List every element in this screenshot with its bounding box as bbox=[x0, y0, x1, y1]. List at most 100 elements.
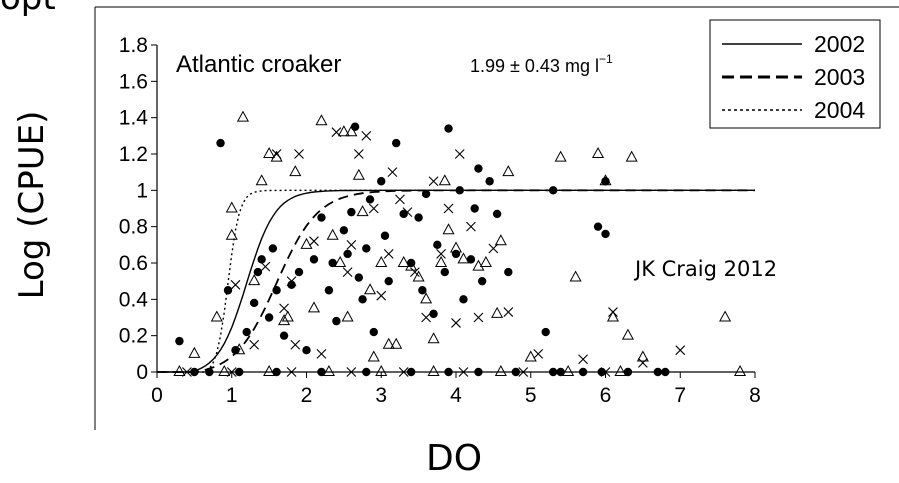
point-2002-30 bbox=[380, 231, 390, 240]
point-2004-26 bbox=[382, 337, 395, 349]
point-2002-47 bbox=[474, 164, 483, 173]
point-2003-19 bbox=[395, 194, 405, 205]
point-2004-29 bbox=[405, 259, 418, 271]
point-2003-43 bbox=[458, 367, 469, 377]
x-tick-label-0: 0 bbox=[151, 384, 163, 407]
threshold-annotation: 1.99 ± 0.43 mg l−1 bbox=[470, 52, 613, 76]
point-2002-16 bbox=[317, 213, 326, 222]
y-tick-label-9: 1.8 bbox=[119, 34, 148, 57]
point-2002-67 bbox=[444, 367, 453, 377]
y-tick-label-2: 0.4 bbox=[119, 288, 149, 311]
point-2002-6 bbox=[253, 267, 263, 277]
point-2004-15 bbox=[315, 114, 328, 126]
point-2002-1 bbox=[216, 138, 225, 148]
point-2002-40 bbox=[440, 267, 449, 277]
point-2004-11 bbox=[281, 310, 294, 322]
point-2004-14 bbox=[307, 301, 321, 313]
point-2003-40 bbox=[286, 367, 297, 377]
credit-text: JK Craig 2012 bbox=[635, 257, 778, 281]
chart-fit-curves bbox=[157, 189, 755, 373]
point-2004-24 bbox=[367, 350, 380, 362]
point-2003-15 bbox=[368, 203, 379, 214]
point-2004-27 bbox=[390, 337, 403, 349]
point-2002-17 bbox=[324, 286, 334, 295]
point-2002-7 bbox=[257, 255, 266, 264]
point-2002-33 bbox=[399, 209, 408, 219]
point-2003-4 bbox=[279, 303, 289, 314]
point-2002-38 bbox=[429, 309, 438, 319]
point-2004-8 bbox=[263, 146, 276, 158]
point-2003-31 bbox=[503, 307, 514, 317]
point-2002-18 bbox=[328, 258, 337, 268]
point-2004-23 bbox=[363, 283, 377, 295]
point-2003-37 bbox=[675, 345, 686, 356]
point-2004-55 bbox=[218, 364, 231, 376]
point-2003-1 bbox=[249, 339, 260, 350]
point-2004-5 bbox=[236, 110, 250, 122]
point-2004-58 bbox=[375, 364, 388, 376]
point-2002-57 bbox=[556, 367, 565, 377]
chart-annotations: Atlantic croaker 1.99 ± 0.43 mg l−1 bbox=[176, 51, 613, 78]
point-2004-16 bbox=[326, 228, 339, 240]
point-2004-0 bbox=[188, 346, 201, 358]
point-2004-2 bbox=[225, 201, 238, 213]
point-2003-23 bbox=[428, 176, 439, 187]
x-tick-label-2: 2 bbox=[301, 384, 313, 407]
point-2002-27 bbox=[365, 195, 375, 204]
point-2004-21 bbox=[352, 168, 365, 180]
point-2004-44 bbox=[554, 150, 567, 162]
point-2002-29 bbox=[377, 177, 386, 186]
point-2004-56 bbox=[263, 364, 276, 376]
point-2003-44 bbox=[600, 367, 611, 377]
point-2004-49 bbox=[621, 328, 634, 340]
point-2003-6 bbox=[290, 339, 301, 350]
point-2003-14 bbox=[361, 130, 372, 141]
point-2004-54 bbox=[173, 364, 186, 376]
y-axis-title: Log (CPUE) bbox=[12, 110, 52, 300]
point-2002-46 bbox=[470, 204, 479, 213]
point-2004-47 bbox=[599, 174, 612, 186]
point-2004-1 bbox=[210, 310, 223, 322]
point-2004-45 bbox=[569, 270, 582, 282]
point-2002-22 bbox=[347, 207, 356, 217]
point-2003-41 bbox=[346, 367, 357, 377]
y-tick-label-6: 1.2 bbox=[119, 143, 148, 166]
legend: 2002 2003 2004 bbox=[709, 19, 881, 129]
point-2003-11 bbox=[342, 267, 353, 277]
point-2003-5 bbox=[286, 276, 297, 287]
point-2002-8 bbox=[264, 313, 274, 322]
point-2004-30 bbox=[412, 270, 425, 282]
point-2003-26 bbox=[451, 318, 461, 328]
point-2004-35 bbox=[442, 223, 455, 235]
point-2004-9 bbox=[270, 150, 283, 162]
threshold-value: 1.99 ± 0.43 mg l bbox=[470, 56, 599, 76]
point-2002-26 bbox=[362, 244, 371, 253]
point-2003-21 bbox=[409, 267, 420, 277]
point-2004-59 bbox=[427, 364, 440, 376]
point-2002-70 bbox=[548, 367, 558, 377]
point-2003-9 bbox=[316, 348, 327, 359]
point-2002-69 bbox=[511, 367, 520, 377]
point-2004-13 bbox=[300, 237, 313, 249]
legend-label-2003: 2003 bbox=[814, 64, 865, 90]
point-2004-4 bbox=[233, 343, 246, 355]
point-2004-25 bbox=[375, 255, 388, 267]
point-2002-5 bbox=[249, 298, 259, 308]
point-2004-51 bbox=[636, 350, 649, 362]
point-2002-9 bbox=[268, 244, 278, 253]
point-2003-2 bbox=[260, 261, 271, 272]
point-2003-25 bbox=[443, 203, 454, 214]
point-2002-54 bbox=[593, 222, 603, 231]
point-2002-41 bbox=[444, 124, 453, 133]
point-2003-20 bbox=[402, 207, 413, 218]
point-2002-35 bbox=[414, 213, 423, 222]
point-2004-32 bbox=[427, 332, 440, 344]
x-tick-label-3: 3 bbox=[375, 384, 387, 407]
point-2002-11 bbox=[279, 331, 289, 340]
point-2002-66 bbox=[406, 367, 416, 377]
point-2003-28 bbox=[466, 221, 476, 232]
point-2002-37 bbox=[421, 189, 431, 199]
point-2004-53 bbox=[734, 364, 747, 376]
y-tick-label-4: 0.8 bbox=[119, 216, 148, 239]
